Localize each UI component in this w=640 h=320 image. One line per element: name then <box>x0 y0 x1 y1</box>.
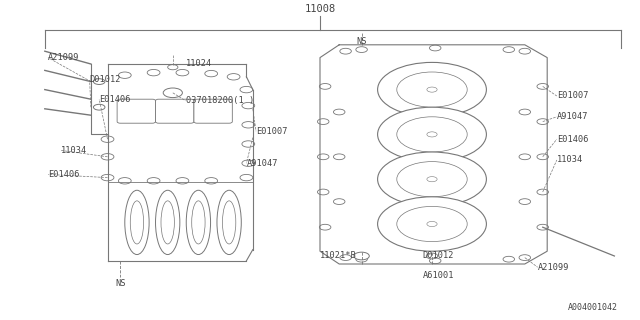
Ellipse shape <box>223 201 236 244</box>
Circle shape <box>176 178 189 184</box>
Circle shape <box>340 255 351 260</box>
Circle shape <box>503 47 515 52</box>
Circle shape <box>242 102 255 109</box>
Ellipse shape <box>186 190 211 254</box>
Text: 11021*B: 11021*B <box>320 252 356 260</box>
Circle shape <box>397 117 467 152</box>
Circle shape <box>427 177 437 182</box>
Circle shape <box>168 65 178 70</box>
Circle shape <box>397 206 467 242</box>
Circle shape <box>242 141 255 147</box>
Text: E01406: E01406 <box>99 95 131 104</box>
Circle shape <box>333 199 345 204</box>
Ellipse shape <box>156 190 180 254</box>
Circle shape <box>537 189 548 195</box>
Circle shape <box>378 197 486 251</box>
Text: A004001042: A004001042 <box>568 303 618 312</box>
FancyBboxPatch shape <box>117 99 156 123</box>
Circle shape <box>101 174 114 181</box>
Circle shape <box>397 162 467 197</box>
Text: NS: NS <box>356 37 367 46</box>
Text: 11034: 11034 <box>557 156 583 164</box>
Ellipse shape <box>125 190 149 254</box>
Text: 037018200(1 ): 037018200(1 ) <box>186 96 254 105</box>
Text: NS: NS <box>115 279 125 288</box>
Circle shape <box>537 154 548 160</box>
Circle shape <box>427 87 437 92</box>
Circle shape <box>242 160 255 166</box>
Ellipse shape <box>217 190 241 254</box>
FancyBboxPatch shape <box>156 99 194 123</box>
Circle shape <box>240 86 253 93</box>
Circle shape <box>101 154 114 160</box>
Circle shape <box>242 122 255 128</box>
Text: 11034: 11034 <box>61 146 87 155</box>
Text: A61001: A61001 <box>422 271 454 280</box>
Circle shape <box>163 88 182 98</box>
Circle shape <box>147 178 160 184</box>
Text: 11024: 11024 <box>186 60 212 68</box>
Circle shape <box>118 72 131 78</box>
Circle shape <box>333 154 345 160</box>
Text: A91047: A91047 <box>246 159 278 168</box>
Text: E01406: E01406 <box>48 170 79 179</box>
Ellipse shape <box>192 201 205 244</box>
Circle shape <box>519 154 531 160</box>
Circle shape <box>519 109 531 115</box>
Circle shape <box>356 47 367 52</box>
Circle shape <box>205 178 218 184</box>
Circle shape <box>333 109 345 115</box>
Circle shape <box>147 69 160 76</box>
Text: D01012: D01012 <box>422 252 454 260</box>
Ellipse shape <box>161 201 174 244</box>
Text: A91047: A91047 <box>557 112 588 121</box>
Circle shape <box>227 74 240 80</box>
Circle shape <box>93 104 105 110</box>
Circle shape <box>354 252 369 260</box>
Circle shape <box>537 224 548 230</box>
Circle shape <box>317 119 329 124</box>
Circle shape <box>118 178 131 184</box>
FancyBboxPatch shape <box>194 99 232 123</box>
Circle shape <box>101 136 114 142</box>
Circle shape <box>519 48 531 54</box>
Circle shape <box>378 152 486 206</box>
Circle shape <box>319 224 331 230</box>
Circle shape <box>176 69 189 76</box>
Circle shape <box>426 253 438 259</box>
Circle shape <box>317 154 329 160</box>
Circle shape <box>537 84 548 89</box>
Text: E01406: E01406 <box>557 135 588 144</box>
Circle shape <box>319 84 331 89</box>
Circle shape <box>93 79 105 84</box>
Circle shape <box>429 45 441 51</box>
Circle shape <box>240 174 253 181</box>
Circle shape <box>205 70 218 77</box>
Ellipse shape <box>131 201 143 244</box>
Circle shape <box>519 255 531 260</box>
Circle shape <box>317 189 329 195</box>
Circle shape <box>503 256 515 262</box>
Text: A21099: A21099 <box>48 53 79 62</box>
Circle shape <box>427 221 437 227</box>
Circle shape <box>537 119 548 124</box>
Circle shape <box>519 199 531 204</box>
Circle shape <box>340 48 351 54</box>
Text: D01012: D01012 <box>90 76 121 84</box>
Text: A21099: A21099 <box>538 263 569 272</box>
Text: E01007: E01007 <box>557 92 588 100</box>
Circle shape <box>397 72 467 107</box>
Text: 11008: 11008 <box>305 4 335 14</box>
Circle shape <box>378 107 486 162</box>
Circle shape <box>356 256 367 262</box>
Circle shape <box>429 258 441 264</box>
Text: E01007: E01007 <box>256 127 287 136</box>
Circle shape <box>427 132 437 137</box>
Circle shape <box>378 62 486 117</box>
